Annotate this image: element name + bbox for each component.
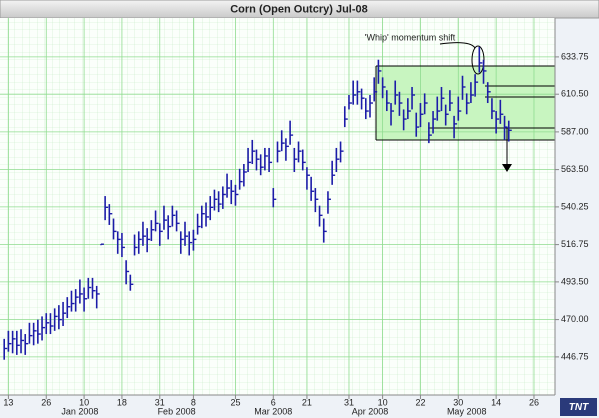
x-tick-label: 10 (79, 397, 89, 407)
month-label: Jan 2008 (61, 406, 98, 416)
month-label: Apr 2008 (352, 406, 389, 416)
x-tick-label: 26 (41, 397, 51, 407)
x-tick-label: 8 (191, 397, 196, 407)
annotation-pointer (439, 42, 476, 49)
y-tick-label: 633.75 (561, 51, 589, 61)
y-tick-label: 540.25 (561, 201, 589, 211)
y-tick-label: 446.75 (561, 351, 589, 361)
down-arrow (502, 164, 512, 172)
y-tick-label: 516.75 (561, 239, 589, 249)
y-tick-label: 610.50 (561, 89, 589, 99)
x-tick-label: 13 (3, 397, 13, 407)
svg-text:TNT: TNT (569, 402, 589, 413)
x-tick-label: 30 (453, 397, 463, 407)
chart-title: Corn (Open Outcry) Jul-08 (230, 3, 368, 15)
y-tick-label: 563.50 (561, 164, 589, 174)
x-tick-label: 22 (415, 397, 425, 407)
annotation-lines (375, 65, 555, 166)
x-tick-label: 6 (271, 397, 276, 407)
month-label: Mar 2008 (254, 406, 292, 416)
x-tick-label: 31 (155, 397, 165, 407)
month-label: Feb 2008 (158, 406, 196, 416)
annotation: 'Whip' momentum shift (365, 32, 456, 42)
month-label: May 2008 (447, 406, 487, 416)
x-tick-label: 10 (378, 397, 388, 407)
bars (3, 46, 512, 360)
y-tick-label: 493.50 (561, 276, 589, 286)
x-tick-label: 31 (344, 397, 354, 407)
x-tick-label: 18 (117, 397, 127, 407)
logo: TNT (560, 398, 597, 416)
x-tick-label: 26 (529, 397, 539, 407)
x-tick-label: 21 (302, 397, 312, 407)
y-tick-label: 470.00 (561, 314, 589, 324)
y-tick-label: 587.00 (561, 126, 589, 136)
x-tick-label: 14 (491, 397, 501, 407)
x-tick-label: 25 (230, 397, 240, 407)
